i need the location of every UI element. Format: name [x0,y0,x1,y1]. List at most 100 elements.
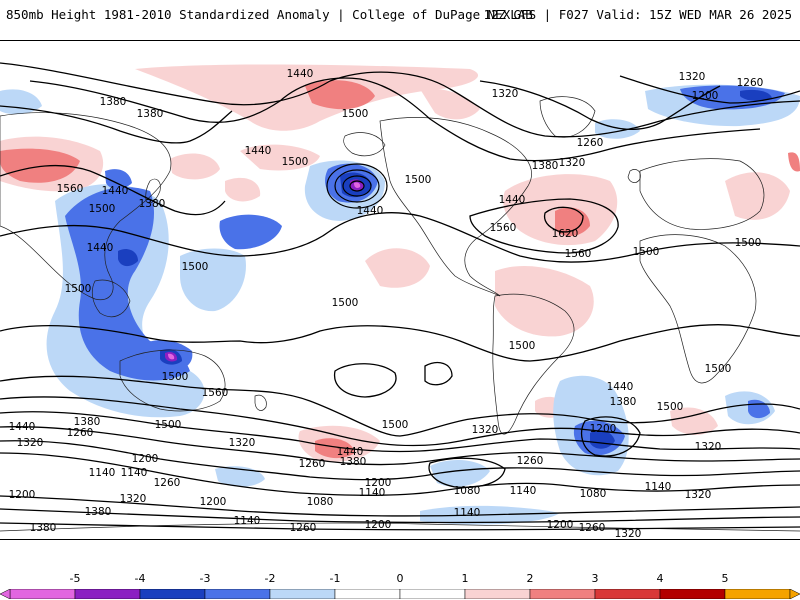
contour-label: 1080 [580,488,607,500]
pos-anomaly-arctic [135,64,479,131]
neg2-w-pac2 [105,169,132,189]
pos-anomaly-pacific [240,144,320,171]
contour-label: 1560 [202,387,229,399]
contour-label: 1320 [685,489,712,501]
contour-label: 1200 [132,453,159,465]
contour-label: 1500 [705,363,732,375]
gulf-alaska-low [326,163,388,209]
contour-label: 1440 [607,381,634,393]
contour-label: 1500 [382,419,409,431]
contour-1320-lowest [0,522,800,531]
contour-1200-sw-loop [581,416,641,457]
pos-anomaly-sw-indian [670,407,718,436]
contour-1260-south [0,426,800,466]
contour-label: 1320 [695,441,722,453]
contour-label: 1380 [340,456,367,468]
colorbar-tick-label: -3 [199,572,211,585]
colorbar-tick-label: 2 [526,572,534,585]
neg-anomaly-s-pac [430,459,490,487]
anomaly-shading [0,64,800,525]
contour-1500-north [0,62,800,138]
colorbar-tick-label: -5 [69,572,81,585]
contour-label: 1320 [679,71,706,83]
contour-label: 1380 [139,198,166,210]
colorbar-segment [659,589,726,599]
colorbar-segment [594,589,661,599]
colorbar-tick-label: 0 [396,572,404,585]
run-info: 12Z GFS | F027 Valid: 15Z WED MAR 26 202… [483,7,792,22]
contour-label: 1260 [154,477,181,489]
colorbar-segment [204,589,271,599]
colorbar-max-arrow [789,589,800,599]
contour-label: 1080 [454,485,481,497]
contour-label: 1260 [67,427,94,439]
contour-label: 1200 [365,477,392,489]
contour-label: 1380 [74,416,101,428]
contour-label: 1500 [332,297,359,309]
contour-label: 1440 [337,446,364,458]
colorbar-tick-label: -4 [134,572,146,585]
contour-label: 1320 [559,157,586,169]
contour-label: 1500 [162,371,189,383]
contour-label: 1560 [565,248,592,260]
pos-anomaly-se-pacific [365,248,430,288]
contour-label: 1140 [89,467,116,479]
contour-label: 1440 [287,68,314,80]
contour-label: 1560 [490,222,517,234]
antarctica-outline [0,522,800,532]
contour-1320-south [0,411,800,453]
continent-outlines [0,96,800,532]
colorbar-segment [464,589,531,599]
contour-label: 1140 [234,515,261,527]
contour-label: 1140 [510,485,537,497]
contour-label: 1500 [405,174,432,186]
contour-label: 1500 [735,237,762,249]
neg-anomaly-ne-asia [0,89,42,115]
colorbar-labels: -5 -4 -3 -2 -1 0 1 2 3 4 5 [0,572,800,586]
contour-label: 1500 [89,203,116,215]
new-zealand-outline [254,394,267,411]
contour-label: 1380 [610,396,637,408]
contour-label: 1500 [342,108,369,120]
colorbar-segment [724,589,791,599]
contour-label: 1320 [120,493,147,505]
contour-1320-north [479,80,721,131]
contour-label: 1380 [100,96,127,108]
contour-1620-mid [543,206,584,233]
colorbar-min-arrow [0,589,11,599]
contour-label: 1380 [30,522,57,534]
contour-label: 1440 [499,194,526,206]
contour-1200-south [0,440,800,481]
contour-label: 1440 [87,242,114,254]
contour-1080-south-loop [428,457,506,489]
colorbar: -5 -4 -3 -2 -1 0 1 2 3 4 5 [0,572,800,600]
alaska-outline [343,132,386,157]
map-title: 850mb Height 1981-2010 Standardized Anom… [6,7,533,22]
colorbar-segment [9,589,76,599]
contour-1560-north [0,164,226,216]
north-america-outline [379,117,532,297]
uk-outline [627,169,641,183]
neg-anomaly-sw-pac [215,466,265,487]
colorbar-segment [139,589,206,599]
contour-label: 1500 [509,340,536,352]
colorbar-tick-label: 5 [721,572,729,585]
contour-label: 1440 [9,421,36,433]
pos2-europe [788,152,800,172]
colorbar-tick-label: 4 [656,572,664,585]
contour-label: 1260 [577,137,604,149]
neg5-au [168,353,175,360]
contour-label: 1320 [17,437,44,449]
colorbar-tick-label: -2 [264,572,276,585]
contour-1500-south [0,324,800,362]
contour-label: 1500 [65,283,92,295]
neg-anomaly-c-pacific [180,248,246,312]
contour-label: 1620 [552,228,579,240]
australia-outline [119,349,226,412]
contour-label: 1260 [299,458,326,470]
contour-label: 1320 [472,424,499,436]
contour-1500-s-pac-loop [333,363,397,398]
contour-1140-south [0,452,800,497]
neg3-n-atl [740,89,772,101]
contour-label: 1200 [9,489,36,501]
